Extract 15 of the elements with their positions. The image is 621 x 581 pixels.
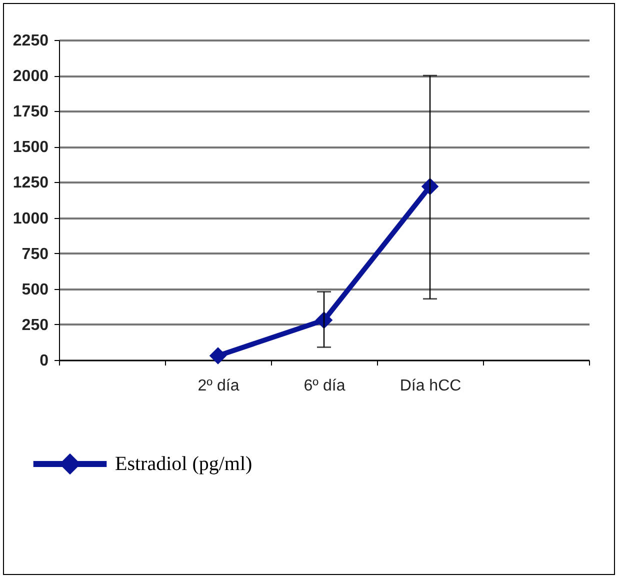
y-tick-label: 1750 xyxy=(12,104,49,121)
y-tick-label: 250 xyxy=(22,316,49,334)
y-tick-label: 0 xyxy=(40,352,49,370)
y-tick-label: 1000 xyxy=(12,210,49,228)
x-tick-label: 6º día xyxy=(304,378,346,394)
y-tick-label: 1500 xyxy=(12,139,49,156)
y-tick-label: 750 xyxy=(22,246,49,263)
y-tick-label: 500 xyxy=(22,281,49,298)
x-tick-label: Día hCC xyxy=(400,378,462,394)
y-tick-label: 2000 xyxy=(12,68,49,86)
x-tick-label: 2º día xyxy=(198,378,240,394)
y-tick-label: 1250 xyxy=(12,174,49,192)
y-tick-label: 2250 xyxy=(12,32,49,50)
point xyxy=(209,347,227,364)
legend-label: Estradiol (pg/ml) xyxy=(115,453,252,475)
